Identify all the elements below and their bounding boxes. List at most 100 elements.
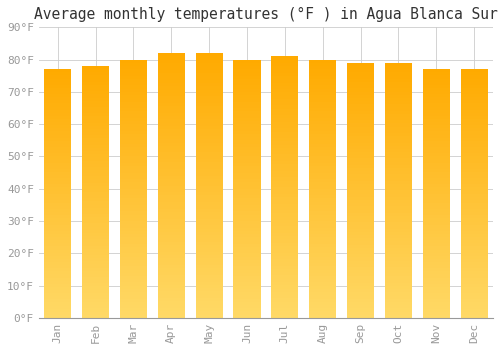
Bar (347, 152, 374, 155)
Bar (309, 247, 336, 250)
Bar (44, 125, 72, 128)
Bar (158, 295, 185, 298)
Bar (158, 281, 185, 285)
Bar (82, 139, 109, 142)
Bar (196, 215, 223, 219)
Bar (422, 265, 450, 268)
Bar (234, 92, 260, 95)
Bar (44, 110, 72, 113)
Bar (44, 302, 72, 306)
Bar (460, 218, 488, 222)
Bar (347, 232, 374, 235)
Bar (347, 159, 374, 162)
Bar (309, 221, 336, 224)
Bar (234, 60, 260, 63)
Bar (347, 315, 374, 318)
Bar (347, 206, 374, 210)
Bar (196, 159, 223, 162)
Bar (385, 181, 412, 184)
Bar (422, 184, 450, 187)
Bar (196, 103, 223, 106)
Bar (309, 234, 336, 237)
Bar (158, 56, 185, 60)
Bar (347, 273, 374, 276)
Bar (347, 210, 374, 213)
Bar (196, 162, 223, 166)
Bar (44, 240, 72, 243)
Bar (271, 298, 298, 302)
Bar (44, 144, 72, 147)
Bar (309, 302, 336, 305)
Bar (158, 186, 185, 189)
Bar (271, 275, 298, 279)
Bar (120, 266, 147, 270)
Bar (460, 162, 488, 166)
Bar (120, 270, 147, 273)
Bar (422, 218, 450, 222)
Bar (196, 53, 223, 56)
Bar (158, 278, 185, 281)
Bar (309, 186, 336, 189)
Bar (44, 309, 72, 312)
Bar (309, 305, 336, 308)
Bar (120, 144, 147, 147)
Bar (82, 289, 109, 293)
Bar (196, 122, 223, 126)
Bar (309, 208, 336, 211)
Bar (234, 102, 260, 105)
Bar (234, 140, 260, 143)
Bar (196, 275, 223, 278)
Bar (460, 153, 488, 156)
Bar (460, 246, 488, 250)
Bar (234, 244, 260, 247)
Bar (196, 56, 223, 60)
Bar (82, 91, 109, 95)
Bar (347, 190, 374, 194)
Bar (234, 260, 260, 263)
Bar (422, 147, 450, 150)
Bar (120, 224, 147, 228)
Bar (120, 95, 147, 98)
Bar (460, 166, 488, 169)
Bar (271, 148, 298, 151)
Bar (234, 312, 260, 315)
Bar (158, 73, 185, 76)
Bar (347, 184, 374, 187)
Bar (271, 174, 298, 177)
Bar (158, 162, 185, 166)
Bar (196, 248, 223, 252)
Bar (44, 119, 72, 122)
Bar (347, 235, 374, 238)
Bar (460, 281, 488, 284)
Bar (196, 255, 223, 258)
Bar (309, 279, 336, 282)
Bar (82, 148, 109, 151)
Bar (44, 187, 72, 190)
Bar (422, 187, 450, 190)
Bar (234, 131, 260, 134)
Bar (460, 88, 488, 91)
Bar (385, 149, 412, 152)
Bar (385, 225, 412, 229)
Bar (158, 139, 185, 142)
Bar (120, 299, 147, 302)
Bar (120, 205, 147, 208)
Bar (422, 194, 450, 197)
Bar (309, 195, 336, 198)
Bar (271, 181, 298, 184)
Bar (271, 109, 298, 112)
Bar (271, 243, 298, 246)
Bar (271, 56, 298, 60)
Bar (120, 218, 147, 221)
Bar (309, 224, 336, 228)
Bar (196, 288, 223, 292)
Bar (196, 232, 223, 235)
Bar (196, 281, 223, 285)
Bar (120, 182, 147, 186)
Bar (158, 79, 185, 83)
Bar (120, 69, 147, 72)
Bar (120, 163, 147, 166)
Bar (422, 312, 450, 315)
Bar (234, 282, 260, 286)
Bar (44, 190, 72, 194)
